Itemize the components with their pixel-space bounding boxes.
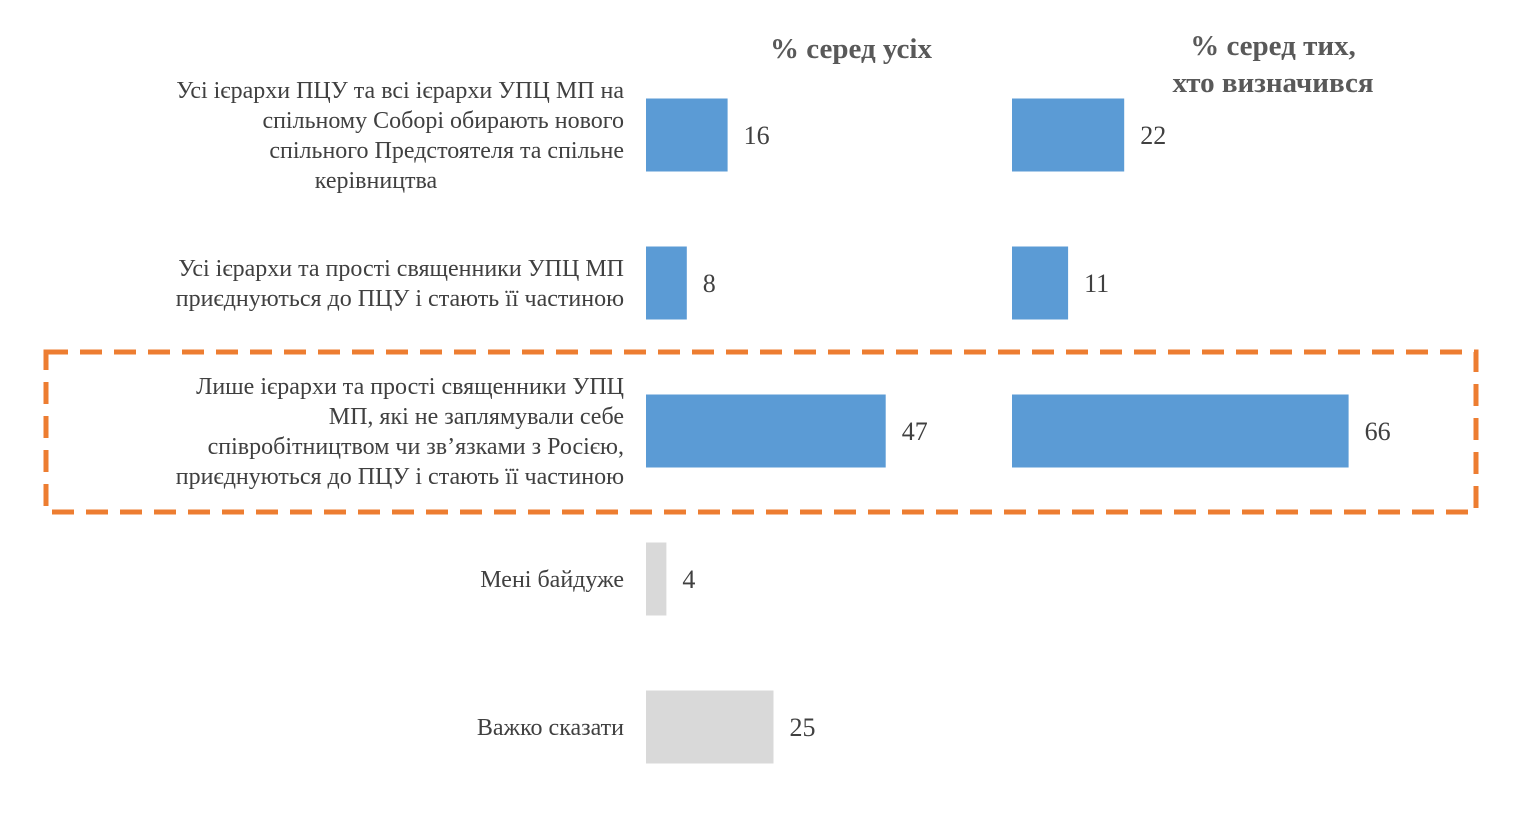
category-label: спільного Предстоятеля та спільне — [269, 138, 624, 164]
series-header-2: % серед тих, — [1190, 30, 1356, 62]
data-label: 16 — [744, 121, 770, 150]
data-label: 4 — [682, 565, 695, 594]
data-label: 25 — [790, 713, 816, 742]
category-label: Лише ієрархи та прості священники УПЦ — [196, 374, 624, 400]
category-labels: Усі ієрархи ПЦУ та всі ієрархи УПЦ МП на… — [176, 78, 625, 741]
category-label: співробітництвом чи зв’язками з Росією, — [208, 434, 624, 460]
category-label: керівництва — [315, 168, 438, 194]
category-label: Мені байдуже — [480, 567, 624, 593]
bar — [646, 246, 687, 320]
bar — [1012, 394, 1349, 468]
series-header-1: % серед усіх — [770, 33, 932, 65]
category-label: Важко сказати — [477, 715, 624, 741]
bar — [646, 542, 667, 616]
bar — [646, 98, 728, 172]
value-labels: 16 8 47 4 25 22 11 66 — [682, 121, 1390, 742]
category-label: МП, які не заплямували себе — [329, 404, 624, 430]
bar — [646, 690, 774, 764]
data-label: 22 — [1140, 121, 1166, 150]
category-label: спільному Соборі обирають нового — [262, 108, 624, 134]
category-label: Усі ієрархи та прості священники УПЦ МП — [178, 256, 624, 282]
data-label: 8 — [703, 269, 716, 298]
data-label: 11 — [1084, 269, 1109, 298]
highlight-box — [43, 349, 1479, 515]
bars — [646, 98, 1349, 764]
category-label: Усі ієрархи ПЦУ та всі ієрархи УПЦ МП на — [176, 78, 624, 104]
series-header-2: хто визначився — [1172, 67, 1373, 99]
data-label: 66 — [1365, 417, 1391, 446]
bar — [1012, 98, 1125, 172]
series-headers: % серед усіх % серед тих, хто визначився — [770, 30, 1374, 99]
bar — [1012, 246, 1069, 320]
bar — [646, 394, 886, 468]
category-label: приєднуються до ПЦУ і стають її частиною — [176, 464, 624, 490]
category-label: приєднуються до ПЦУ і стають її частиною — [176, 286, 624, 312]
data-label: 47 — [902, 417, 928, 446]
